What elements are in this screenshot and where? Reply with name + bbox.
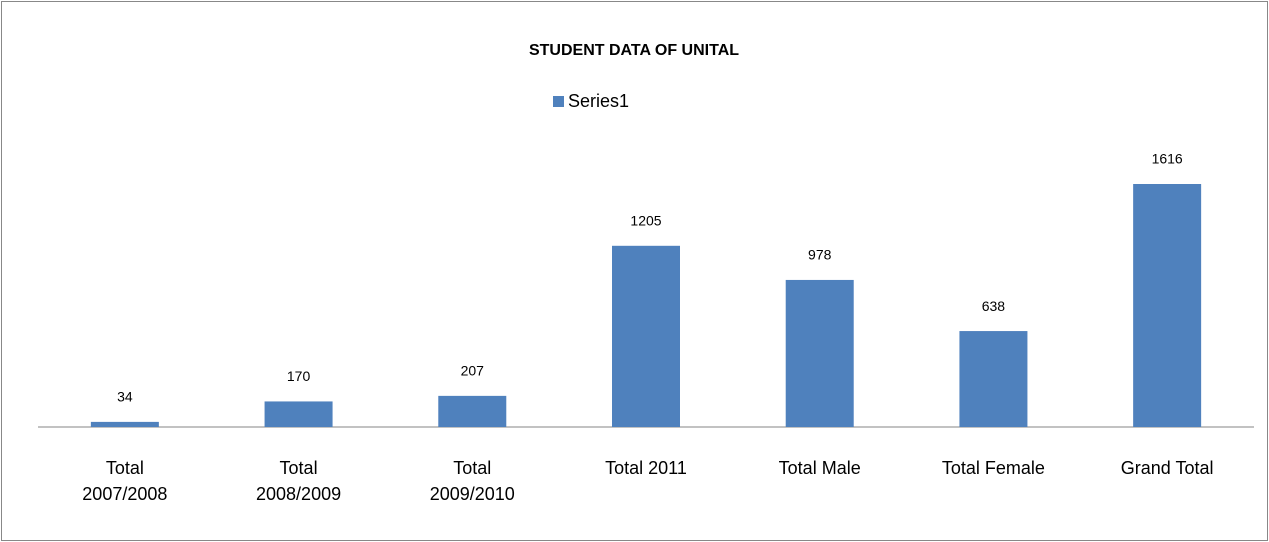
legend-label: Series1 [568, 91, 629, 111]
data-label: 978 [808, 247, 832, 263]
bar [1133, 184, 1202, 427]
data-label: 1205 [630, 213, 661, 229]
data-label: 170 [287, 368, 311, 384]
bar [438, 395, 507, 427]
bar [264, 401, 333, 427]
chart-title: STUDENT DATA OF UNITAL [529, 42, 739, 59]
x-tick-label: Grand Total [1120, 458, 1214, 478]
bar [90, 421, 159, 427]
bar [612, 245, 680, 427]
x-tick-label: Total Male [778, 458, 861, 478]
legend-swatch [553, 96, 564, 107]
data-label: 207 [461, 363, 485, 379]
x-tick-label: Total 2011 [605, 458, 687, 478]
x-tick-label: Total Female [941, 458, 1045, 478]
data-label: 34 [117, 389, 133, 405]
bar [959, 331, 1028, 427]
bar [785, 279, 854, 427]
x-tick-label: Total 2009/2010 [429, 458, 515, 504]
x-tick-label: Total 2008/2009 [256, 458, 342, 504]
data-label: 638 [982, 298, 1006, 314]
data-label: 1616 [1152, 151, 1183, 167]
x-tick-label: Total 2007/2008 [82, 458, 168, 504]
